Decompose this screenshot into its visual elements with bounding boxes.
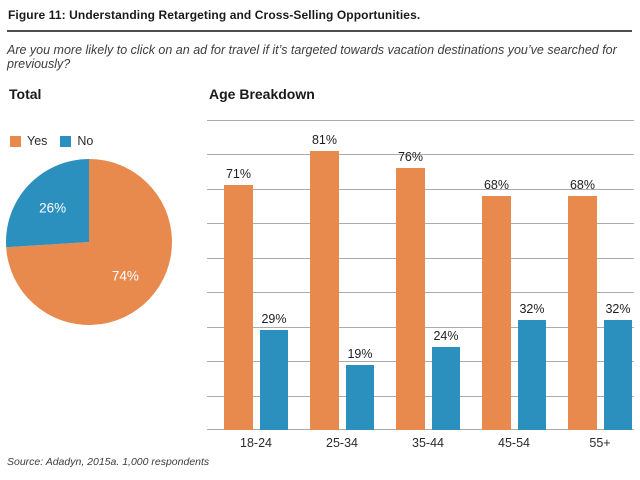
bar-group-55+: 68% 32% [557, 120, 640, 430]
source-note: Source: Adadyn, 2015a. 1,000 respondents [7, 456, 210, 468]
bar-yes-25-34: 81% [310, 133, 339, 430]
bar-value-label: 68% [569, 177, 596, 192]
bar-value-label: 76% [397, 150, 424, 165]
bar-group-25-34: 81% 19% [299, 120, 385, 430]
bar-no-18-24: 29% [260, 312, 288, 430]
legend-swatch-yes-icon [10, 135, 21, 147]
gridline [207, 120, 634, 121]
bar-group-45-54: 68% 32% [471, 120, 557, 430]
pie-label-yes: 74% [112, 269, 139, 284]
pie-slice-yes [6, 159, 172, 325]
gridline [207, 154, 634, 156]
bar-chart: 71% 29% 81% 19% 76% 24% 68% 32% 68% 32% [207, 120, 634, 430]
bar-no-45-54: 32% [518, 302, 546, 430]
bar-groups: 71% 29% 81% 19% 76% 24% 68% 32% 68% 32% [213, 120, 640, 430]
legend-label-yes: Yes [27, 134, 48, 148]
bar-yes-45-54: 68% [482, 178, 511, 430]
bar-value-label: 32% [519, 301, 545, 316]
pie-chart: 74% 26% [5, 159, 172, 325]
bar-group-35-44: 76% 24% [385, 120, 471, 430]
x-axis-label-25-34: 25-34 [326, 436, 358, 450]
figure-subtitle: Are you more likely to click on an ad fo… [7, 43, 617, 71]
bar-value-label: 24% [433, 329, 459, 344]
x-axis-label-45-54: 45-54 [498, 436, 530, 450]
bar-no-55+: 32% [604, 302, 632, 430]
x-axis-label-55+: 55+ [589, 436, 611, 450]
pie-slice-no [5, 159, 89, 248]
legend-item-yes: Yes [10, 134, 47, 148]
total-heading: Total [9, 86, 42, 102]
bar-value-label: 71% [225, 167, 252, 182]
x-axis-label-18-24: 18-24 [240, 436, 272, 450]
bar-no-35-44: 24% [432, 329, 460, 430]
bar-value-label: 32% [605, 301, 631, 316]
title-divider [7, 30, 632, 32]
x-axis-label-35-44: 35-44 [412, 436, 444, 450]
bar-yes-55+: 68% [568, 178, 597, 430]
bar-yes-35-44: 76% [396, 150, 425, 430]
legend-item-no: No [60, 134, 93, 148]
pie-label-no: 26% [39, 200, 66, 215]
bar-value-label: 29% [261, 312, 287, 327]
bar-no-25-34: 19% [346, 347, 374, 430]
pie-legend: Yes No [10, 134, 93, 148]
bar-group-18-24: 71% 29% [213, 120, 299, 430]
x-axis: 18-24 25-34 35-44 45-54 55+ [213, 436, 640, 450]
figure-title: Figure 11: Understanding Retargeting and… [8, 8, 421, 22]
age-breakdown-heading: Age Breakdown [209, 86, 315, 102]
legend-swatch-no-icon [60, 135, 72, 147]
legend-label-no: No [77, 134, 94, 148]
bar-value-label: 19% [347, 346, 373, 361]
bar-value-label: 81% [311, 133, 338, 147]
bar-value-label: 68% [483, 177, 510, 192]
bar-yes-18-24: 71% [224, 167, 253, 430]
